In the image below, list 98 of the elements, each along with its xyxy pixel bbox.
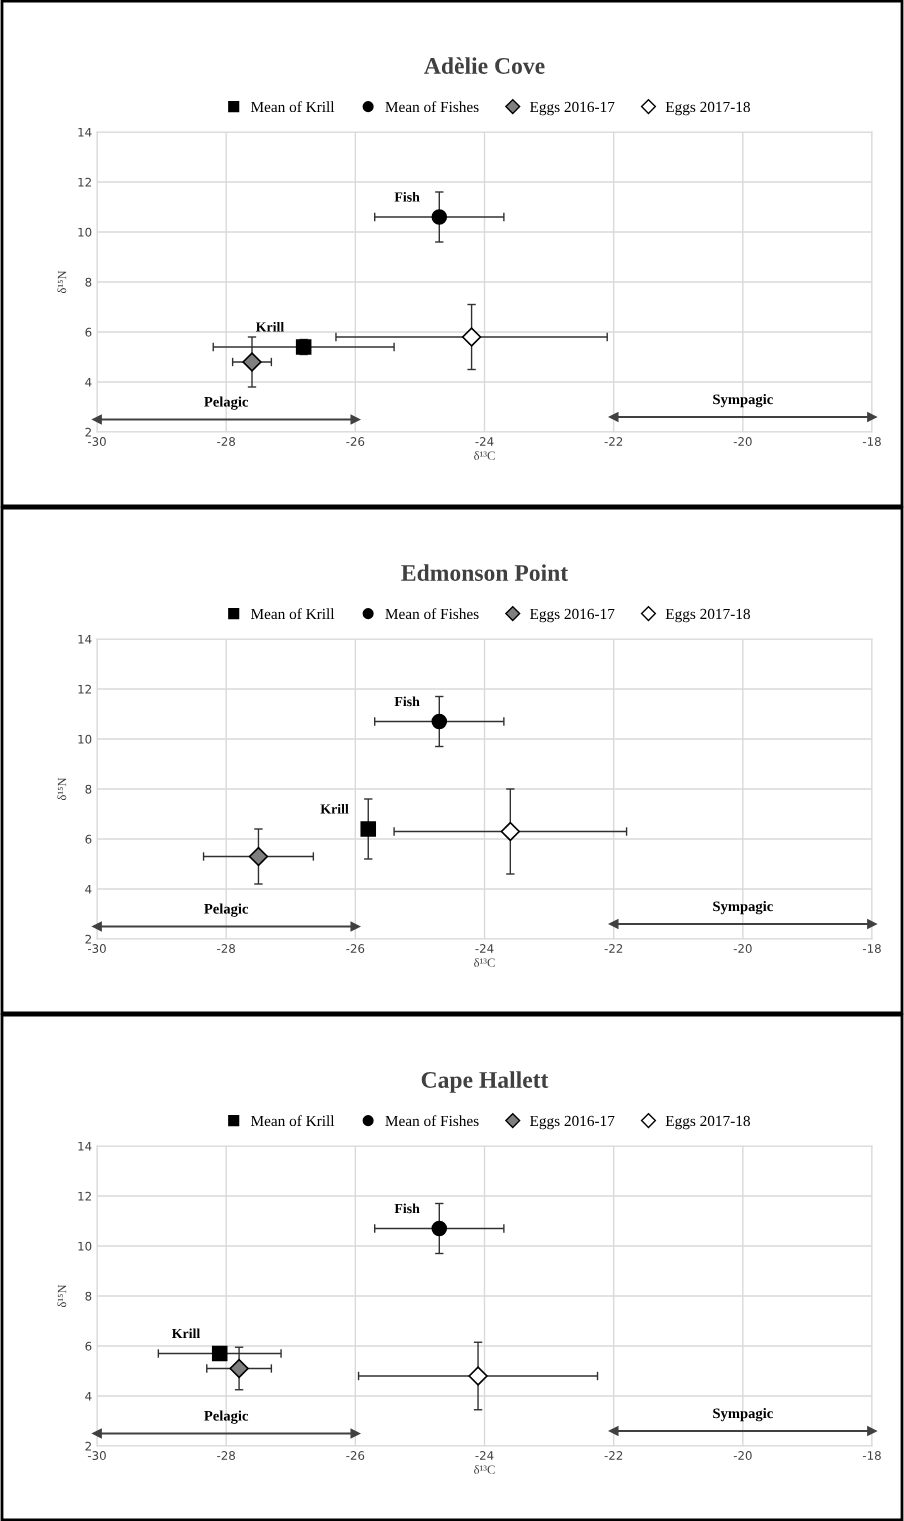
legend-label: Mean of Krill xyxy=(250,608,335,620)
legend-label: Mean of Fishes xyxy=(385,1115,479,1127)
x-tick-label: -22 xyxy=(604,1451,623,1460)
point xyxy=(248,846,269,867)
y-tick-label: 6 xyxy=(85,834,92,844)
y-tick-label: 10 xyxy=(78,1241,92,1251)
x-tick-label: -30 xyxy=(87,944,106,953)
x-tick-label: -18 xyxy=(862,1451,881,1460)
legend-label: Eggs 2016-17 xyxy=(530,1115,615,1130)
legend-label: Eggs 2017-18 xyxy=(665,1115,750,1130)
y-tick-label: 10 xyxy=(78,227,92,237)
y-tick-label: 14 xyxy=(78,634,92,644)
annotation: Fish xyxy=(394,191,420,202)
point xyxy=(461,327,482,347)
series-label: Sympagic xyxy=(713,900,773,915)
x-tick-label: -26 xyxy=(346,437,365,446)
point xyxy=(500,821,521,842)
x-tick-label: -24 xyxy=(475,1451,494,1460)
x-tick-label: -28 xyxy=(217,1451,235,1460)
point xyxy=(229,1358,249,1379)
legend-label: Eggs 2017-18 xyxy=(665,101,750,116)
point xyxy=(867,412,877,422)
y-tick-label: 4 xyxy=(85,377,92,387)
series-label: Sympagic xyxy=(713,1407,773,1422)
x-tick-label: -28 xyxy=(217,437,235,446)
legend-label: Eggs 2017-18 xyxy=(665,608,750,623)
legend-label: Eggs 2016-17 xyxy=(530,101,615,116)
point xyxy=(92,1428,102,1439)
x-tick-label: -28 xyxy=(217,944,235,953)
x-tick-label: -20 xyxy=(733,1451,752,1460)
legend-label: Mean of Krill xyxy=(250,101,335,113)
annotation: Krill xyxy=(320,803,349,814)
x-tick-label: -30 xyxy=(87,1451,106,1460)
legend-label: Mean of Fishes xyxy=(385,608,479,620)
series-label: Pelagic xyxy=(204,396,249,410)
x-tick-label: -24 xyxy=(475,437,494,446)
y-tick-label: 2 xyxy=(85,1441,91,1451)
y-tick-label: 8 xyxy=(85,784,92,794)
annotation: Krill xyxy=(255,321,284,332)
point xyxy=(608,1426,619,1436)
x-tick-label: -22 xyxy=(604,437,623,446)
legend-label: Mean of Fishes xyxy=(385,101,479,113)
point xyxy=(350,414,361,425)
point xyxy=(242,352,262,372)
x-axis-title: δ¹³C xyxy=(474,451,495,460)
x-tick-label: -20 xyxy=(733,437,752,446)
series-label: Pelagic xyxy=(204,1410,249,1424)
chart-title: Edmonson Point xyxy=(401,564,569,581)
y-tick-label: 6 xyxy=(85,327,92,337)
series-label: Pelagic xyxy=(204,903,249,917)
point xyxy=(92,414,102,425)
y-tick-label: 12 xyxy=(78,177,91,187)
x-tick-label: -24 xyxy=(475,944,494,953)
y-tick-label: 12 xyxy=(78,1191,91,1201)
annotation: Fish xyxy=(394,1203,420,1214)
y-tick-label: 2 xyxy=(85,427,91,437)
y-tick-label: 2 xyxy=(85,934,91,944)
legend-label: Eggs 2016-17 xyxy=(530,608,615,623)
x-tick-label: -22 xyxy=(604,944,623,953)
chart-title: Cape Hallett xyxy=(421,1071,549,1093)
point xyxy=(867,1426,877,1436)
x-tick-label: -18 xyxy=(862,944,881,953)
annotation: Krill xyxy=(171,1328,201,1339)
x-axis-title: δ¹³C xyxy=(474,958,495,967)
x-tick-label: -30 xyxy=(87,437,106,446)
chart-title: Adèlie Cove xyxy=(424,57,545,74)
y-tick-label: 4 xyxy=(85,1391,92,1401)
y-tick-label: 4 xyxy=(85,884,92,894)
point xyxy=(431,1220,448,1237)
legend-label: Mean of Krill xyxy=(250,1115,335,1127)
point xyxy=(431,209,448,225)
x-tick-label: -20 xyxy=(733,944,752,953)
x-tick-label: -26 xyxy=(346,944,365,953)
y-tick-label: 8 xyxy=(85,1291,92,1301)
point xyxy=(350,921,361,932)
y-axis-title: δ¹⁵N xyxy=(57,270,67,294)
y-tick-label: 14 xyxy=(78,1141,92,1151)
y-tick-label: 14 xyxy=(78,127,92,137)
y-tick-label: 8 xyxy=(85,277,92,287)
point xyxy=(92,921,102,932)
x-tick-label: -18 xyxy=(862,437,881,446)
point xyxy=(468,1366,488,1386)
x-axis-title: δ¹³C xyxy=(474,1465,495,1474)
y-axis-title: δ¹⁵N xyxy=(57,777,67,801)
point xyxy=(608,412,619,422)
y-axis-title: δ¹⁵N xyxy=(57,1284,67,1308)
point xyxy=(431,713,448,730)
series-label: Sympagic xyxy=(713,393,773,408)
y-tick-label: 6 xyxy=(85,1341,92,1351)
point xyxy=(360,821,377,837)
point xyxy=(608,919,619,929)
y-tick-label: 12 xyxy=(78,684,91,694)
point xyxy=(350,1428,361,1439)
x-tick-label: -26 xyxy=(346,1451,365,1460)
point xyxy=(211,1345,228,1362)
point xyxy=(867,919,877,929)
y-tick-label: 10 xyxy=(78,734,92,744)
annotation: Fish xyxy=(394,696,420,707)
